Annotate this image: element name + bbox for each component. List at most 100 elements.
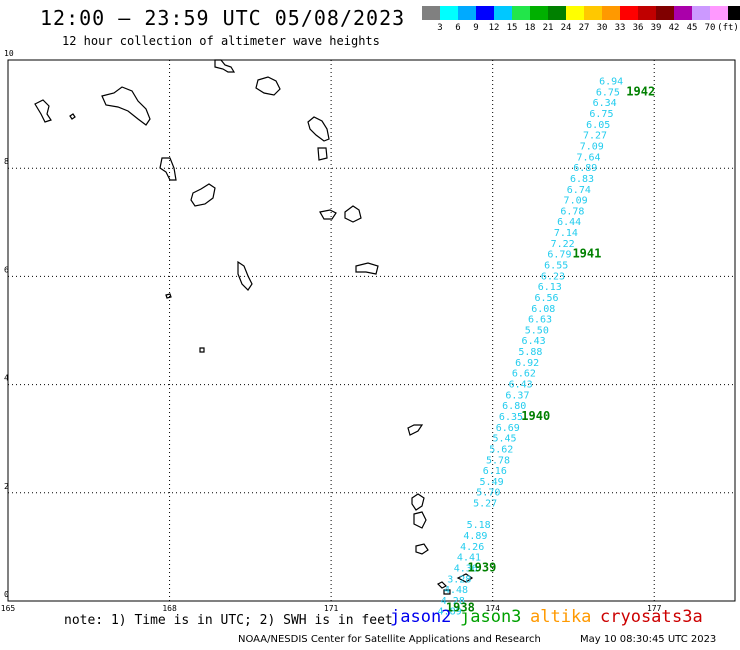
island-outline (407, 424, 424, 436)
island-outline (443, 589, 451, 595)
page-subtitle: 12 hour collection of altimeter wave hei… (62, 34, 380, 48)
legend-swatch (530, 6, 548, 20)
legend-label: 70 (704, 23, 716, 33)
swh-label: 6.80 (502, 401, 526, 412)
legend-label: 15 (506, 23, 518, 33)
legend-swatch (602, 6, 620, 20)
island-outline (436, 581, 448, 589)
island-outline (34, 99, 52, 123)
y-tick-label: 6 (4, 265, 9, 274)
swh-label: 6.43 (509, 380, 533, 391)
legend-swatch (566, 6, 584, 20)
x-tick-label: 168 (162, 604, 177, 613)
swh-label: 6.16 (483, 466, 507, 477)
island-outline (69, 113, 76, 120)
island-outline (456, 573, 474, 583)
swh-label: 6.34 (593, 98, 617, 109)
swh-label: 3.28 (447, 574, 471, 585)
island-outline (101, 86, 151, 126)
swh-label: 6.79 (547, 250, 571, 261)
swh-label: 6.94 (599, 77, 623, 88)
swh-label: 6.62 (512, 369, 536, 380)
legend-swatch (620, 6, 638, 20)
y-tick-label: 2 (4, 482, 9, 491)
island-outline (199, 347, 205, 353)
legend-swatch (440, 6, 458, 20)
swh-label: 7.09 (564, 196, 588, 207)
time-label: 1939 (467, 560, 496, 574)
legend-label: 42 (668, 23, 680, 33)
island-outline (317, 147, 328, 161)
swh-label: 5.27 (473, 499, 497, 510)
legend-label: (ft) (717, 23, 739, 33)
legend-label: 33 (614, 23, 626, 33)
island-outline (255, 76, 281, 96)
island-outline (214, 59, 236, 73)
swh-label: 7.09 (580, 141, 604, 152)
legend-swatch (656, 6, 674, 20)
swh-label: 7.22 (551, 239, 575, 250)
island-outline (307, 116, 330, 142)
time-label: 1938 (446, 600, 475, 614)
time-label: 1940 (521, 409, 550, 423)
legend-swatch (638, 6, 656, 20)
satellite-legend-altika: altika (530, 607, 592, 627)
legend-swatch (710, 6, 728, 20)
swh-label: 5.88 (518, 347, 542, 358)
legend-swatch (494, 6, 512, 20)
swh-label: 5.70 (476, 488, 500, 499)
swh-label: 6.75 (589, 109, 613, 120)
swh-label: 6.55 (544, 260, 568, 271)
y-tick-label: 8 (4, 157, 9, 166)
legend-swatch (692, 6, 710, 20)
map-frame (7, 59, 736, 602)
swh-label: 6.13 (538, 282, 562, 293)
legend-label: 21 (542, 23, 554, 33)
x-tick-label: 177 (647, 604, 662, 613)
legend-label: 3 (437, 23, 443, 33)
swh-label: 4.89 (463, 531, 487, 542)
legend-label: 30 (596, 23, 608, 33)
swh-label: 6.78 (560, 206, 584, 217)
legend-label: 39 (650, 23, 662, 33)
time-label: 1941 (572, 247, 601, 261)
legend-swatch (476, 6, 494, 20)
legend-swatch (422, 6, 440, 20)
x-tick-label: 174 (485, 604, 500, 613)
legend-swatch (728, 6, 740, 20)
footer-timestamp: May 10 08:30:45 UTC 2023 (580, 634, 717, 645)
island-outline (159, 157, 177, 181)
time-label: 1942 (626, 84, 655, 98)
legend-label: 24 (560, 23, 572, 33)
swh-label: 6.44 (557, 217, 581, 228)
island-outline (413, 511, 427, 529)
legend-swatch (548, 6, 566, 20)
island-outline (415, 543, 429, 555)
swh-label: 6.89 (573, 163, 597, 174)
legend-label: 45 (686, 23, 698, 33)
note-text: note: 1) Time is in UTC; 2) SWH is in fe… (64, 613, 393, 628)
swh-label: 6.08 (531, 304, 555, 315)
swh-label: 5.50 (525, 325, 549, 336)
island-outline (355, 262, 379, 275)
swh-label: 5.78 (486, 455, 510, 466)
legend-swatch (458, 6, 476, 20)
swh-label: 7.64 (576, 152, 600, 163)
island-outline (411, 493, 425, 511)
island-outline (165, 293, 172, 299)
swh-label: 4.89 (438, 607, 462, 618)
swh-label: 6.56 (534, 293, 558, 304)
swh-label: 6.92 (515, 358, 539, 369)
swh-label: 4.36 (454, 563, 478, 574)
satellite-legend-cryosat: cryosat (600, 607, 672, 627)
satellite-legend-jason3: jason3 (460, 607, 522, 627)
y-tick-label: 10 (4, 49, 14, 58)
swh-label: 5.49 (480, 477, 504, 488)
legend-label: 36 (632, 23, 644, 33)
swh-label: 4.26 (460, 542, 484, 553)
swh-label: 5.45 (492, 434, 516, 445)
legend-label: 27 (578, 23, 590, 33)
swh-label: 4.28 (441, 596, 465, 607)
x-tick-label: 165 (1, 604, 16, 613)
